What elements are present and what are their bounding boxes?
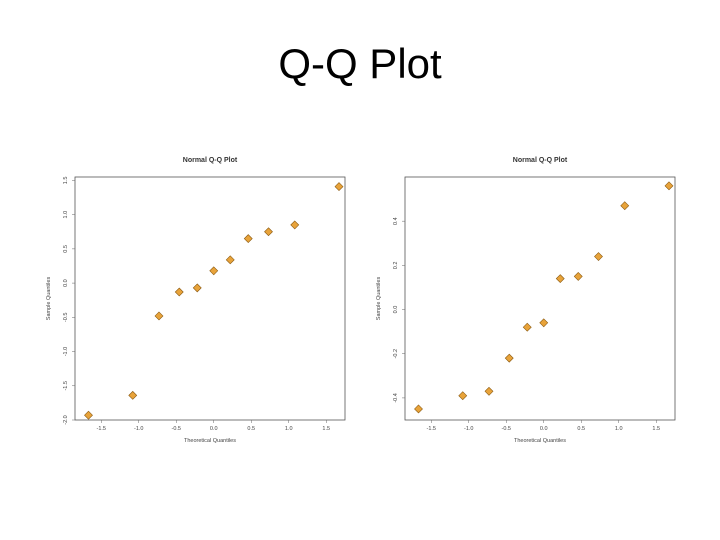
plot-title: Normal Q-Q Plot bbox=[513, 157, 568, 164]
x-tick-label: -1.5 bbox=[427, 426, 436, 432]
data-point bbox=[290, 220, 300, 230]
x-tick-label: -1.5 bbox=[97, 426, 106, 432]
data-point bbox=[522, 322, 532, 332]
y-tick-label: 0.4 bbox=[393, 217, 399, 225]
plot-title: Normal Q-Q Plot bbox=[183, 157, 238, 164]
y-tick-label: 0.0 bbox=[63, 279, 69, 287]
y-tick-label: -0.5 bbox=[63, 313, 69, 322]
slide-title: Q-Q Plot bbox=[278, 40, 442, 87]
data-point bbox=[192, 283, 202, 293]
x-tick-label: 0.5 bbox=[247, 426, 255, 432]
data-point bbox=[225, 255, 235, 265]
x-tick-label: 1.5 bbox=[322, 426, 330, 432]
x-tick-label: 0.0 bbox=[210, 426, 218, 432]
y-tick-label: -2.0 bbox=[63, 415, 69, 424]
x-tick-label: -0.5 bbox=[502, 426, 511, 432]
x-axis-label: Theoretical Quantiles bbox=[184, 438, 236, 444]
qq-plot-left: Normal Q-Q Plot -1.5 -1.0 -0.5 0.0 0.5 1.0 1.5 -… bbox=[46, 157, 346, 444]
x-tick-label: -1.0 bbox=[134, 426, 143, 432]
data-point bbox=[458, 391, 468, 401]
y-tick-label: 1.5 bbox=[63, 177, 69, 185]
y-tick-label: 0.2 bbox=[393, 262, 399, 270]
data-point bbox=[539, 318, 549, 328]
y-tick-label: -1.0 bbox=[63, 347, 69, 356]
y-tick-label: 0.5 bbox=[63, 245, 69, 253]
data-point bbox=[414, 404, 423, 414]
y-tick-label: 1.0 bbox=[63, 211, 69, 219]
data-point bbox=[174, 287, 184, 297]
data-point bbox=[334, 182, 344, 192]
plot-frame bbox=[404, 176, 676, 421]
data-point bbox=[504, 353, 514, 363]
data-point bbox=[555, 274, 565, 284]
x-tick-label: 1.0 bbox=[285, 426, 293, 432]
data-point bbox=[209, 266, 219, 276]
y-axis-label: Sample Quantiles bbox=[376, 277, 382, 321]
y-axis-label: Sample Quantiles bbox=[46, 277, 52, 321]
y-tick-label: -1.5 bbox=[63, 381, 69, 390]
x-tick-label: -0.5 bbox=[172, 426, 181, 432]
data-point bbox=[573, 271, 583, 281]
y-tick-label: -0.2 bbox=[393, 349, 399, 358]
x-tick-label: -1.0 bbox=[464, 426, 473, 432]
y-tick-label: -0.4 bbox=[393, 393, 399, 402]
x-tick-label: 0.0 bbox=[540, 426, 548, 432]
data-point bbox=[620, 201, 630, 211]
y-tick-label: 0.0 bbox=[393, 306, 399, 314]
data-point bbox=[664, 181, 674, 191]
data-point bbox=[484, 386, 494, 396]
data-point bbox=[154, 311, 164, 321]
data-point bbox=[84, 410, 93, 420]
plot-frame bbox=[74, 176, 346, 421]
data-point bbox=[243, 234, 253, 244]
x-tick-label: 0.5 bbox=[577, 426, 585, 432]
qq-plot-right: Normal Q-Q Plot -1.5 -1.0 -0.5 0.0 0.5 1.0 1.5 -… bbox=[376, 157, 676, 444]
data-point bbox=[264, 227, 273, 237]
data-point bbox=[594, 252, 603, 261]
x-tick-label: 1.5 bbox=[652, 426, 660, 432]
x-tick-label: 1.0 bbox=[615, 426, 623, 432]
x-axis-label: Theoretical Quantiles bbox=[514, 438, 566, 444]
data-point bbox=[128, 390, 138, 400]
